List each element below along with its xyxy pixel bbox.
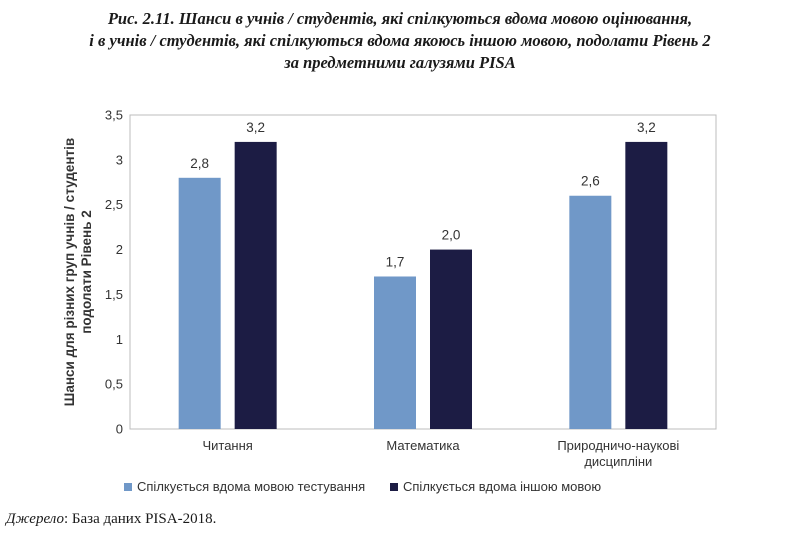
caption-line-3: за предметними галузями PISA [284,53,516,72]
data-label: 2,8 [190,156,209,171]
x-tick-label-line: Природничо-наукові [557,438,679,453]
x-tick-label-line: дисципліни [584,454,652,469]
y-tick-label: 1 [116,332,123,347]
legend-swatch [124,483,132,491]
source-label: Джерело [6,511,64,527]
data-label: 2,0 [442,228,461,243]
source-text: : База даних PISA-2018. [63,511,217,527]
data-label: 3,2 [246,120,265,135]
y-tick-label: 1,5 [105,287,123,302]
caption-line-1: Рис. 2.11. Шанси в учнів / студентів, як… [107,9,693,28]
x-tick-label: Математика [386,438,460,453]
y-axis-title-line: Шанси для різних груп учнів / студентів [62,138,77,406]
y-tick-label: 2,5 [105,197,123,212]
caption-line-2: і в учнів / студентів, які спілкуються в… [89,31,711,50]
data-label: 2,6 [581,174,600,189]
plot-area [129,114,717,430]
bar [178,177,221,429]
bar [625,141,668,429]
y-axis-title: Шанси для різних груп учнів / студентів п… [62,138,94,406]
y-tick-label: 3,5 [105,108,123,123]
y-axis-title-line: подолати Рівень 2 [79,210,94,334]
x-tick-label: Природничо-наукові дисципліни [557,438,679,469]
data-label: 1,7 [386,254,405,269]
x-tick-label: Читання [202,438,252,453]
legend-swatch [390,483,398,491]
data-label: 3,2 [637,120,656,135]
bar [374,276,416,429]
figure-caption: Рис. 2.11. Шанси в учнів / студентів, як… [0,8,800,74]
x-tick-label-line: Математика [386,438,460,453]
source-note: Джерело: База даних PISA-2018. [6,511,216,528]
y-tick-label: 0,5 [105,377,123,392]
y-tick-label: 2 [116,242,123,257]
x-tick-label-line: Читання [202,438,252,453]
y-tick-label: 3 [116,152,123,167]
legend-label: Спілкується вдома іншою мовою [403,479,601,494]
bar [430,249,472,429]
bar [569,195,612,429]
y-tick-label: 0 [116,422,123,437]
legend-label: Спілкується вдома мовою тестування [137,479,365,494]
bar [234,141,277,429]
